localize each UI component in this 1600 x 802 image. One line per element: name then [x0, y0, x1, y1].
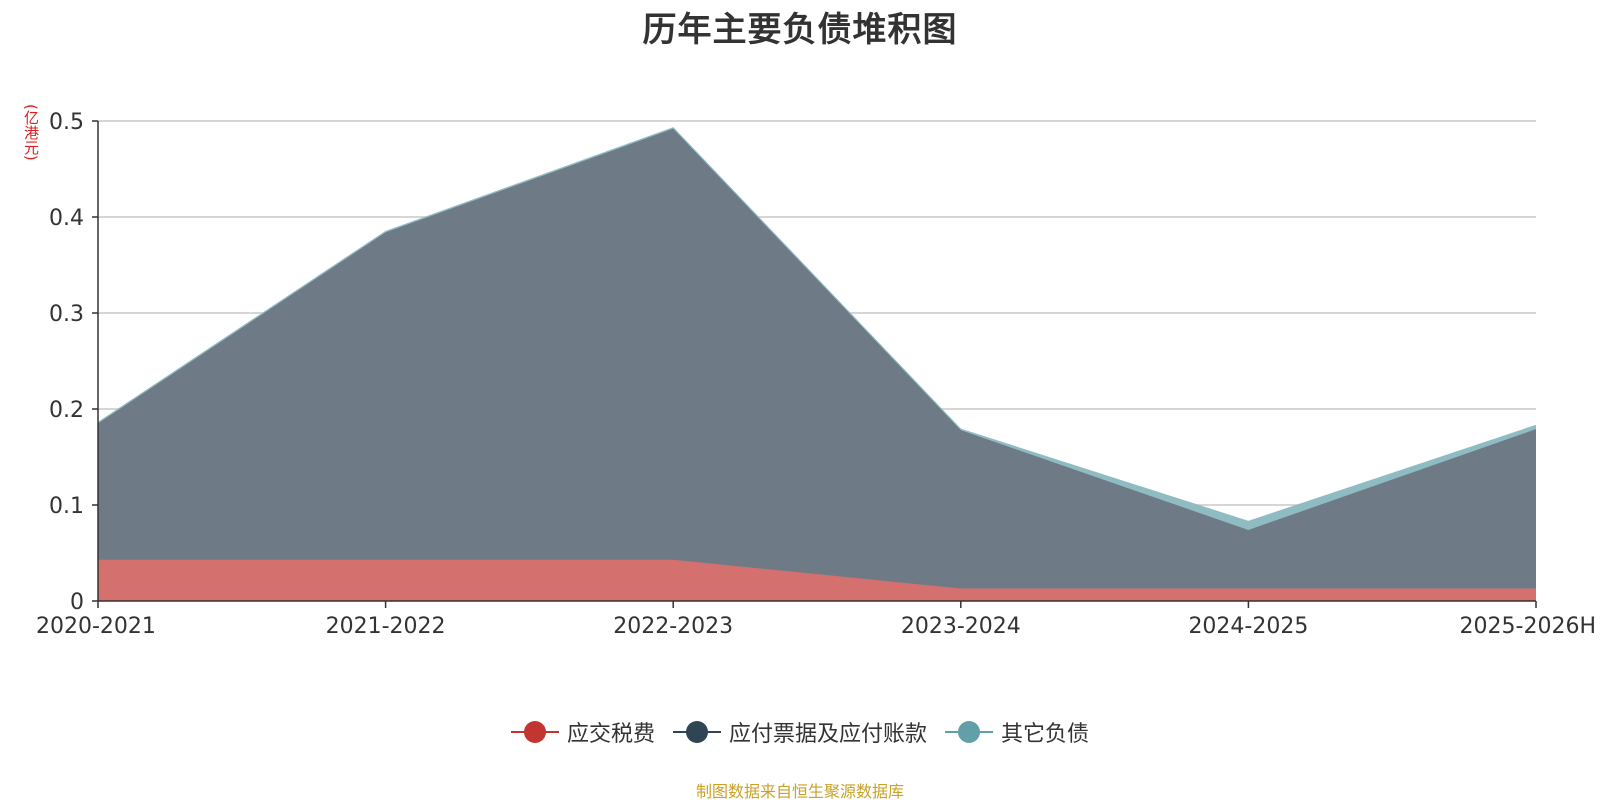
legend-label: 应付票据及应付账款 — [728, 722, 927, 747]
legend-marker-payables — [672, 721, 721, 743]
x-tick-label: 2022-2023 — [613, 614, 733, 639]
chart-title: 历年主要负债堆积图 — [642, 10, 958, 50]
y-tick-label: 0.4 — [49, 206, 84, 231]
y-tick-label: 0.1 — [49, 494, 84, 519]
legend-item-payables[interactable]: 应付票据及应付账款 — [672, 716, 927, 748]
legend-marker-tax — [510, 721, 559, 743]
y-tick-label: 0.3 — [49, 302, 84, 327]
x-tick-label: 2023-2024 — [901, 614, 1021, 639]
legend-label: 应交税费 — [566, 722, 655, 747]
x-tick-label: 2020-2021 — [36, 614, 156, 639]
x-tick-label: 2021-2022 — [326, 614, 446, 639]
x-tick-label: 2025-2026H — [1460, 614, 1596, 639]
legend-item-tax[interactable]: 应交税费 — [510, 716, 655, 748]
x-tick-label: 2024-2025 — [1188, 614, 1308, 639]
area-应付票据及应付账款 — [98, 128, 1536, 589]
area-应交税费 — [98, 559, 1536, 601]
area-chart: 0 0.1 0.2 0.3 0.4 0.5 2020-2021 2021-2022 2022-2… — [36, 110, 1596, 639]
y-tick-label: 0.5 — [49, 110, 84, 135]
legend-label: 其它负债 — [1001, 722, 1090, 747]
legend-marker-other — [945, 721, 993, 743]
legend-item-other[interactable]: 其它负债 — [945, 716, 1089, 748]
legend: 应交税费 应付票据及应付账款 其它负债 — [0, 716, 1600, 748]
y-axis-unit-label: (亿港元) — [22, 104, 40, 161]
y-tick-label: 0.2 — [49, 398, 84, 423]
area-series — [97, 127, 1537, 601]
axes: 0 0.1 0.2 0.3 0.4 0.5 2020-2021 2021-2022 2022-2… — [36, 110, 1596, 639]
data-source-note: 制图数据来自恒生聚源数据库 — [695, 782, 904, 801]
series-line-其它负债 — [97, 127, 1537, 522]
y-tick-label: 0 — [70, 590, 84, 615]
